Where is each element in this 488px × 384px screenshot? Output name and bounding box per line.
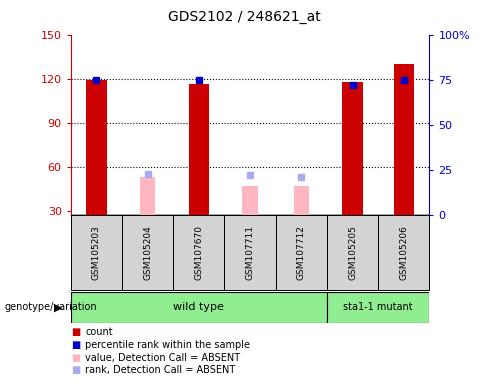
Text: ■: ■	[71, 353, 80, 362]
Text: ■: ■	[71, 365, 80, 375]
Text: rank, Detection Call = ABSENT: rank, Detection Call = ABSENT	[85, 365, 236, 375]
Bar	[243, 186, 258, 215]
Text: GSM105204: GSM105204	[143, 225, 152, 280]
Text: GSM107670: GSM107670	[194, 225, 203, 280]
Bar	[140, 177, 155, 215]
Bar	[276, 215, 327, 290]
Text: wild type: wild type	[173, 302, 224, 312]
Text: GSM107712: GSM107712	[297, 225, 306, 280]
Bar	[294, 186, 309, 215]
Text: GSM107711: GSM107711	[245, 225, 255, 280]
Text: GSM105203: GSM105203	[92, 225, 101, 280]
Bar	[327, 292, 429, 323]
Text: percentile rank within the sample: percentile rank within the sample	[85, 340, 250, 350]
Bar	[86, 80, 106, 215]
Text: value, Detection Call = ABSENT: value, Detection Call = ABSENT	[85, 353, 241, 362]
Bar	[394, 64, 414, 215]
Text: ▶: ▶	[54, 302, 63, 312]
Text: GSM105206: GSM105206	[399, 225, 408, 280]
Bar	[378, 215, 429, 290]
Bar	[173, 215, 224, 290]
Bar	[189, 84, 209, 215]
Bar	[327, 215, 378, 290]
Text: ■: ■	[71, 327, 80, 337]
Bar	[343, 81, 363, 215]
Text: GDS2102 / 248621_at: GDS2102 / 248621_at	[167, 10, 321, 23]
Text: GSM105205: GSM105205	[348, 225, 357, 280]
Text: ■: ■	[71, 340, 80, 350]
Bar	[122, 215, 173, 290]
Bar	[71, 292, 327, 323]
Text: sta1-1 mutant: sta1-1 mutant	[344, 302, 413, 312]
Bar	[224, 215, 276, 290]
Bar	[71, 215, 122, 290]
Text: genotype/variation: genotype/variation	[5, 302, 98, 312]
Text: count: count	[85, 327, 113, 337]
